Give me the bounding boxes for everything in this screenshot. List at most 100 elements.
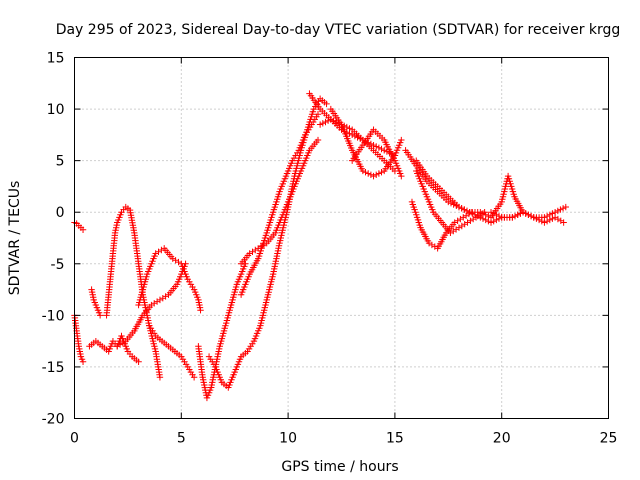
- y-tick-label: 15: [47, 51, 65, 67]
- data-point-track: [362, 169, 375, 178]
- data-point-track: [277, 175, 289, 193]
- data-point-track: [505, 175, 517, 198]
- data-point: [381, 147, 388, 154]
- series-track-arc-g: [136, 246, 204, 311]
- data-point-track: [264, 211, 276, 234]
- data-point: [316, 121, 324, 128]
- x-tick-label: 0: [70, 431, 79, 447]
- data-point-track: [192, 288, 201, 301]
- data-point-track: [440, 221, 452, 234]
- data-point-track: [303, 123, 314, 136]
- data-point-track: [127, 209, 137, 234]
- data-point-track: [490, 215, 503, 225]
- data-point-track: [232, 356, 244, 373]
- data-point-track: [350, 144, 365, 162]
- data-point-track: [239, 273, 252, 296]
- data-point-track: [392, 160, 404, 177]
- data-point-track: [101, 344, 110, 353]
- data-point-track: [126, 350, 134, 358]
- series-arc-i: [195, 260, 249, 402]
- data-point-track: [361, 138, 375, 152]
- series-arc-h: [146, 322, 198, 381]
- data-point-track: [554, 215, 564, 224]
- x-tick-label: 25: [600, 431, 618, 447]
- data-point-track: [107, 232, 118, 275]
- series-track-arc-i: [195, 263, 248, 399]
- data-point-track: [490, 210, 503, 220]
- data-point-track: [409, 201, 423, 229]
- data-point-track: [382, 139, 397, 162]
- data-point: [464, 219, 471, 226]
- data-point-track: [428, 241, 438, 250]
- y-tick-labels: -20 -15 -10 -5 0 5 10 15: [42, 51, 65, 428]
- data-point-track: [195, 345, 206, 378]
- data-point-track: [522, 210, 535, 220]
- data-point-track: [425, 175, 439, 188]
- data-point-track: [512, 195, 525, 214]
- data-point-track: [422, 191, 436, 213]
- data-point-track: [151, 298, 161, 307]
- data-point-track: [76, 345, 84, 358]
- data-point-track: [226, 371, 237, 389]
- plot-frame: [74, 57, 609, 419]
- data-point-track: [467, 215, 477, 224]
- data-point-track: [161, 339, 170, 348]
- data-point-track: [173, 350, 183, 359]
- data-point-track: [179, 356, 190, 368]
- data-point-track: [414, 164, 429, 183]
- data-point-track: [251, 325, 263, 342]
- data-point-track: [115, 211, 124, 224]
- series-track-arc-p: [350, 128, 404, 177]
- data-point-track: [162, 247, 175, 260]
- y-tick-label: -10: [42, 308, 65, 324]
- data-point-track: [240, 350, 249, 359]
- data-point-track: [221, 314, 231, 332]
- data-point-track: [351, 132, 364, 142]
- data-point-track: [147, 325, 158, 337]
- data-point: [487, 209, 495, 216]
- data-point-track: [186, 366, 196, 378]
- x-tick-label: 20: [493, 431, 511, 447]
- y-tick-label: -5: [51, 257, 65, 273]
- data-point-track: [239, 263, 248, 275]
- series-arc-u: [487, 209, 567, 226]
- data-point-track: [154, 334, 164, 343]
- data-point-track: [290, 149, 301, 162]
- data-point-track: [220, 380, 230, 389]
- data-point-track: [383, 148, 396, 158]
- series-arc-s: [413, 157, 527, 221]
- data-point-track: [93, 304, 101, 311]
- data-point-track: [95, 309, 103, 316]
- data-point-track: [71, 314, 80, 332]
- data-point-track: [172, 257, 182, 266]
- data-point-track: [247, 257, 261, 276]
- data-point-track: [296, 134, 308, 151]
- data-point-track: [152, 350, 163, 378]
- data-point-track: [273, 211, 286, 234]
- y-tick-label: 5: [56, 154, 65, 170]
- data-point: [562, 203, 569, 211]
- series-track-arc-u: [490, 210, 564, 225]
- data-points-layer: [71, 90, 569, 402]
- data-point-track: [479, 215, 492, 225]
- data-point-track: [245, 340, 256, 353]
- series-arc-p: [348, 126, 405, 180]
- data-point-track: [120, 206, 127, 213]
- data-point-track: [270, 242, 283, 275]
- data-point-track: [155, 246, 165, 255]
- data-point-track: [436, 185, 450, 198]
- x-tick-label: 10: [279, 431, 297, 447]
- x-axis-label: GPS time / hours: [281, 459, 398, 475]
- data-point-track: [167, 344, 176, 353]
- data-point-track: [307, 92, 322, 111]
- data-point-track: [115, 335, 124, 347]
- data-point-track: [265, 231, 277, 245]
- series-arc-t: [413, 167, 488, 237]
- data-point-track: [298, 149, 312, 172]
- series-arc-g: [135, 245, 204, 314]
- series-arc-d: [88, 286, 104, 319]
- series-arc-n: [316, 116, 399, 175]
- series-arc-k: [237, 111, 322, 298]
- data-point-track: [106, 340, 116, 353]
